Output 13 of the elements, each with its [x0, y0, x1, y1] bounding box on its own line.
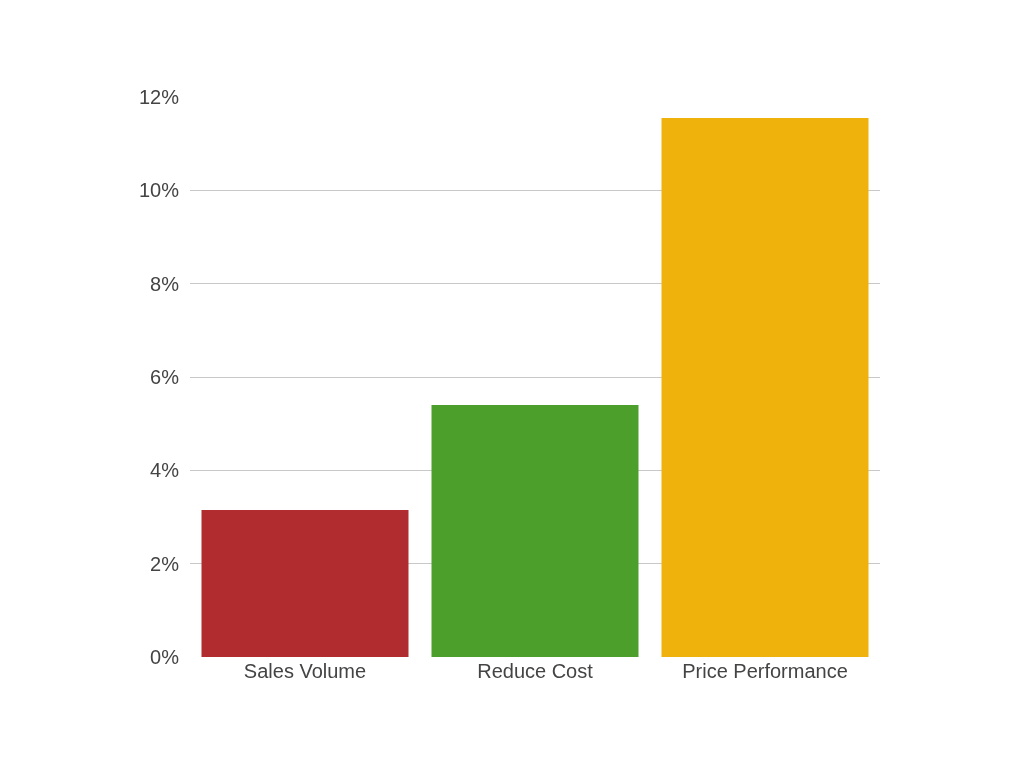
y-tick-label: 12% [138, 86, 180, 108]
y-tick-label: 2% [150, 552, 180, 575]
y-tick-label: 4% [150, 459, 180, 482]
bar [661, 118, 869, 657]
bar [201, 510, 409, 657]
x-tick-label: Sales Volume [243, 660, 367, 682]
y-tick-label: 6% [150, 366, 180, 388]
y-tick-label: 0% [150, 646, 180, 668]
x-tick-label: Reduce Cost [477, 660, 594, 682]
x-tick-label: Price Performance [682, 660, 848, 682]
y-tick-label: 8% [150, 272, 180, 295]
bar [431, 405, 639, 657]
y-tick-label: 10% [138, 179, 180, 202]
